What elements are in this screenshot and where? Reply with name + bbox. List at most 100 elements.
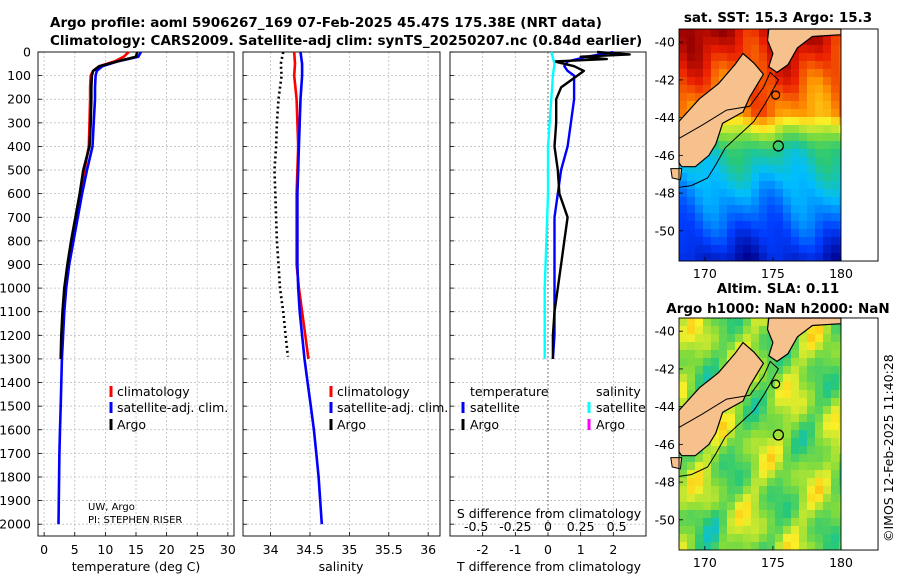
map-cell <box>695 502 704 511</box>
map-cell <box>831 422 840 431</box>
map-cell <box>767 117 776 126</box>
map-cell <box>815 61 824 70</box>
map-cell <box>687 69 696 78</box>
map-cell <box>815 342 824 351</box>
map-cell <box>679 350 688 359</box>
map-cell <box>727 462 736 471</box>
map-cell <box>767 229 776 238</box>
map-cell <box>783 149 792 158</box>
map-cell <box>695 197 704 206</box>
map-cell <box>791 406 800 415</box>
temperature-axis-label: temperature (deg C) <box>72 559 201 574</box>
map-cell <box>799 382 808 391</box>
map-cell <box>775 374 784 383</box>
salinity-legend: climatology satellite-adj. clim. Argo <box>329 384 448 432</box>
map-cell <box>799 101 808 110</box>
difference-legend: temperature satellite Argo salinity sate… <box>461 384 646 432</box>
map-cell <box>743 470 752 479</box>
map-cell <box>743 422 752 431</box>
map-cell <box>831 157 840 166</box>
map-cell <box>759 237 768 246</box>
map-cell <box>799 342 808 351</box>
map-cell <box>679 334 688 343</box>
map-cell <box>687 374 696 383</box>
map-cell <box>791 77 800 86</box>
map-cell <box>799 478 808 487</box>
map-cell <box>751 101 760 110</box>
tick-label-x2: 0.5 <box>607 519 627 534</box>
map-cell <box>735 430 744 439</box>
map-cell <box>799 245 808 254</box>
map-cell <box>711 69 720 78</box>
map-cell <box>831 61 840 70</box>
map-cell <box>767 173 776 182</box>
map-cell <box>807 510 816 519</box>
map-cell <box>703 173 712 182</box>
map-cell <box>783 454 792 463</box>
map-cell <box>815 542 824 551</box>
map-cell <box>687 61 696 70</box>
map-cell <box>711 53 720 62</box>
map-cell <box>783 366 792 375</box>
map-cell <box>767 406 776 415</box>
map-cell <box>727 157 736 166</box>
map-cell <box>799 117 808 126</box>
map-cell <box>799 438 808 447</box>
depth-tick-label: 600 <box>7 186 31 201</box>
map-cell <box>743 237 752 246</box>
map-cell <box>711 77 720 86</box>
map-lon-label: 180 <box>829 555 853 570</box>
map-cell <box>687 462 696 471</box>
map-cell <box>823 518 832 527</box>
map-cell <box>807 334 816 343</box>
series-line-temperature-satellite <box>551 50 614 359</box>
map-cell <box>791 494 800 503</box>
map-cell <box>791 229 800 238</box>
map-cell <box>783 117 792 126</box>
map-cell <box>695 77 704 86</box>
map-cell <box>727 542 736 551</box>
legend-satellite: satellite-adj. clim. <box>337 400 448 415</box>
map-cell <box>735 422 744 431</box>
map-cell <box>775 173 784 182</box>
map-cell <box>687 229 696 238</box>
map-cell <box>775 478 784 487</box>
map-cell <box>703 53 712 62</box>
map-cell <box>751 149 760 158</box>
map-cell <box>695 318 704 327</box>
map-cell <box>711 494 720 503</box>
map-cell <box>783 510 792 519</box>
map-cell <box>759 518 768 527</box>
map-cell <box>743 534 752 543</box>
map-cell <box>719 149 728 158</box>
map-cell <box>695 510 704 519</box>
map-cell <box>767 93 776 102</box>
map-cell <box>823 414 832 423</box>
map-cell <box>751 253 760 262</box>
map-cell <box>743 334 752 343</box>
map-cell <box>807 494 816 503</box>
map-cell <box>831 101 840 110</box>
map-cell <box>735 334 744 343</box>
map-cell <box>751 125 760 134</box>
map-cell <box>823 446 832 455</box>
map-cell <box>759 37 768 46</box>
map-cell <box>783 534 792 543</box>
map-cell <box>775 518 784 527</box>
map-cell <box>815 173 824 182</box>
map-cell <box>679 93 688 102</box>
map-cell <box>759 93 768 102</box>
map-cell <box>751 382 760 391</box>
map-cell <box>687 253 696 262</box>
map-cell <box>783 173 792 182</box>
map-cell <box>815 350 824 359</box>
map-cell <box>687 213 696 222</box>
map-cell <box>759 334 768 343</box>
map-cell <box>743 526 752 535</box>
credit-line2: PI: STEPHEN RISER <box>88 515 182 526</box>
map-cell <box>719 430 728 439</box>
map-cell <box>807 117 816 126</box>
map-cell <box>743 125 752 134</box>
map-cell <box>815 181 824 190</box>
map-cell <box>743 245 752 254</box>
